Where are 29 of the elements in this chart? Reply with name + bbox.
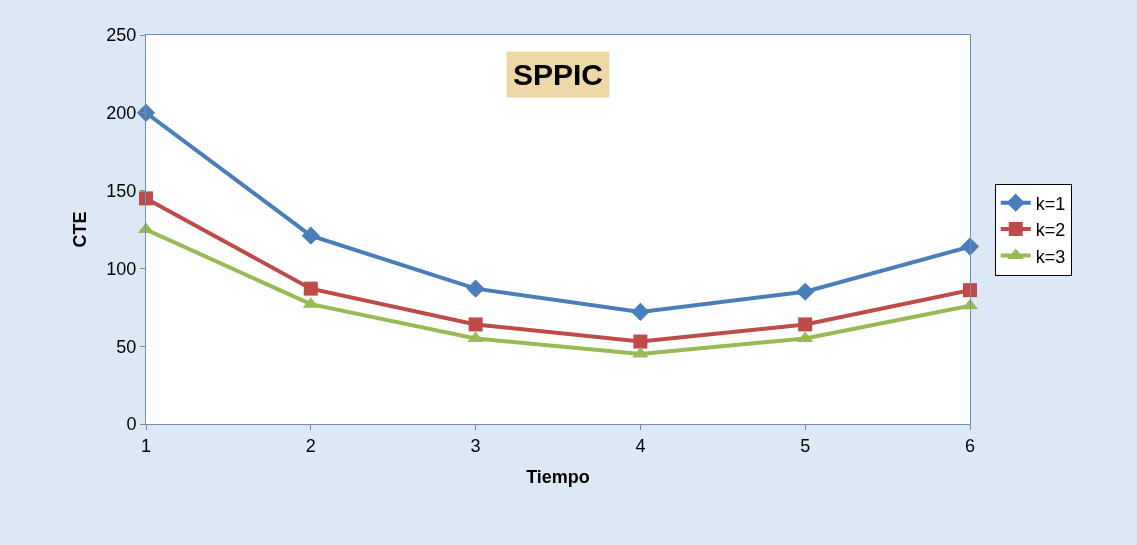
y-tick-label: 50 <box>116 336 137 357</box>
point <box>963 283 977 298</box>
legend-label: k=2 <box>1035 220 1066 241</box>
x-tick-label: 2 <box>305 435 316 456</box>
legend-label: k=1 <box>1035 193 1066 214</box>
x-tick-label: 6 <box>964 435 976 456</box>
point <box>139 191 153 206</box>
y-tick-label: 100 <box>106 258 137 279</box>
point <box>303 281 318 296</box>
y-tick-label: 150 <box>106 180 137 201</box>
y-tick-label: 200 <box>106 103 137 124</box>
x-tick-label: 5 <box>800 435 811 456</box>
y-tick-label: 250 <box>106 25 137 46</box>
x-tick-label: 3 <box>470 435 481 456</box>
x-axis-title: Tiempo <box>526 466 590 487</box>
text: SPPIC <box>513 58 604 91</box>
x-tick-label: 1 <box>140 435 152 456</box>
point <box>796 282 815 301</box>
y-axis-title: CTE <box>69 211 90 248</box>
point <box>466 279 485 298</box>
point <box>301 226 320 245</box>
point <box>633 334 648 349</box>
point <box>632 346 649 358</box>
point <box>631 302 650 322</box>
x-tick-label: 4 <box>635 435 646 456</box>
point <box>468 317 483 332</box>
y-tick-label: 0 <box>126 414 137 435</box>
point <box>798 317 813 332</box>
legend-label: k=3 <box>1035 246 1066 267</box>
